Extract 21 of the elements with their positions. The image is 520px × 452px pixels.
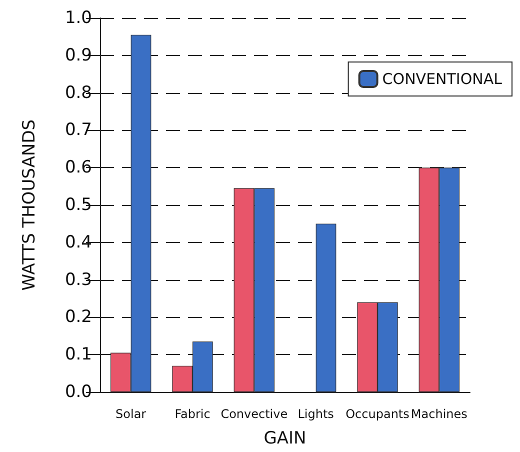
legend-label: CONVENTIONAL [382, 70, 503, 88]
y-tick-label: 0.5 [64, 195, 92, 215]
y-tick-label: 0.6 [64, 158, 92, 178]
y-tick-label: 0.3 [64, 270, 92, 290]
y-tick-label: 0.0 [64, 382, 92, 402]
x-axis-title: GAIN [264, 428, 306, 448]
y-tick-label: 0.7 [64, 120, 92, 140]
y-tick-label: 0.4 [64, 232, 92, 252]
x-tick-label: Machines [410, 407, 468, 421]
bar [316, 224, 336, 392]
x-tick-label: Solar [116, 407, 146, 421]
y-axis-title: WATTS THOUSANDS [20, 119, 40, 291]
x-tick-label: Convective [220, 407, 288, 421]
x-tick-label: Fabric [174, 407, 210, 421]
y-tick-label: 0.8 [64, 82, 92, 103]
y-tick-label: 0.1 [64, 344, 92, 365]
x-tick-label: Lights [298, 407, 334, 421]
y-tick-label: 0.9 [64, 45, 92, 66]
y-tick-label: 1.0 [64, 8, 92, 28]
y-tick-label: 0.2 [64, 307, 92, 328]
x-tick-label: Occupants [346, 407, 410, 421]
